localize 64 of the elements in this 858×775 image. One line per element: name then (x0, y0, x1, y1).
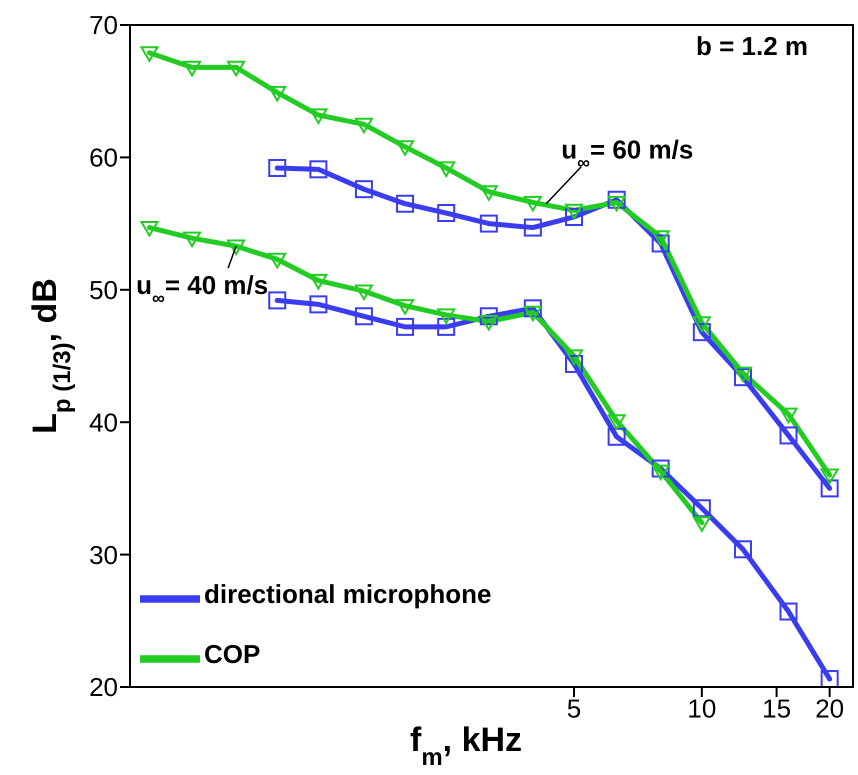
point (652, 460, 670, 478)
legend-label: COP (204, 639, 260, 670)
point (820, 468, 839, 484)
point (437, 308, 456, 324)
annotation: u$_{∞}$= 60 m/s (561, 134, 694, 173)
point (140, 46, 158, 62)
point (608, 190, 626, 209)
point (396, 194, 414, 213)
point (524, 196, 542, 212)
point (396, 140, 414, 156)
point (524, 299, 542, 318)
point (480, 214, 498, 233)
point (652, 230, 670, 246)
y-tick-label: 20 (89, 672, 118, 702)
point (565, 208, 584, 226)
y-tick-label: 70 (89, 10, 118, 40)
point (565, 349, 584, 365)
point (309, 274, 328, 290)
point (652, 464, 670, 480)
point (692, 516, 711, 532)
point (820, 479, 839, 498)
point (183, 60, 202, 76)
point (309, 108, 328, 124)
annotation: b = 1.2 m (696, 31, 808, 61)
point (692, 499, 711, 518)
point (608, 196, 626, 212)
x-tick-label: 10 (687, 693, 716, 724)
point (524, 306, 542, 322)
point (608, 428, 626, 446)
point (692, 316, 711, 332)
point (396, 318, 414, 336)
point (565, 354, 584, 373)
point (780, 602, 798, 621)
point (437, 204, 456, 222)
point (480, 185, 498, 201)
point (780, 426, 798, 444)
point (309, 295, 328, 314)
point (652, 234, 670, 252)
point (396, 299, 414, 315)
point (565, 204, 584, 220)
x-tick-label: 5 (566, 693, 582, 724)
point (268, 291, 286, 310)
point (309, 160, 328, 178)
point (608, 414, 626, 430)
y-tick-label: 30 (89, 540, 118, 570)
point (780, 408, 798, 424)
point (268, 252, 286, 268)
point (437, 161, 456, 177)
x-tick-label: 15 (762, 693, 792, 724)
point (140, 220, 158, 237)
y-tick-label: 60 (89, 142, 118, 173)
point (692, 323, 711, 342)
y-tick-label: 50 (89, 275, 118, 306)
legend-label: directional microphone (204, 579, 492, 610)
annotation: u$_{∞}$= 40 m/s (136, 270, 268, 308)
x-axis-title: f$_{m}$, kHz (410, 721, 522, 770)
point (183, 232, 202, 248)
x-tick-label: 20 (815, 693, 844, 724)
point (268, 158, 286, 177)
point (524, 218, 542, 237)
point (480, 314, 498, 331)
point (437, 318, 456, 336)
y-tick-label: 40 (89, 407, 118, 438)
point (480, 307, 498, 326)
